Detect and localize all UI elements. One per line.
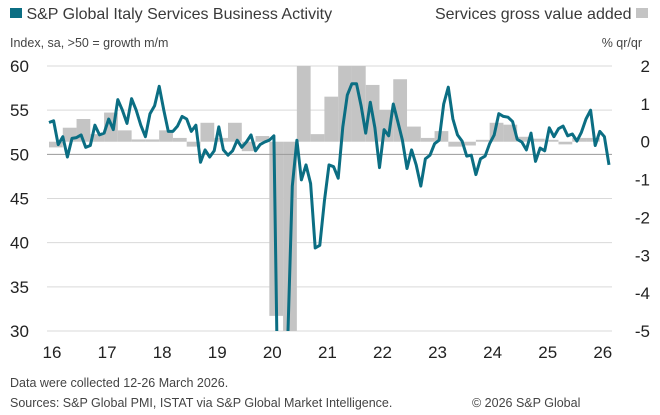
gva-bar — [351, 66, 366, 142]
gva-bar — [407, 126, 421, 142]
y-tick-right: -1 — [635, 171, 650, 190]
y-tick-left: 40 — [10, 234, 29, 253]
gva-bar — [558, 141, 573, 145]
gva-bar — [310, 134, 325, 142]
x-tick: 22 — [373, 343, 392, 362]
gva-bar — [462, 141, 476, 146]
gva-bar — [530, 138, 545, 142]
y-axis-right-label: % qr/qr — [601, 36, 642, 50]
y-tick-right: -5 — [635, 322, 650, 341]
gva-bar — [296, 66, 311, 142]
gva-bar — [324, 96, 339, 142]
gva-bar — [448, 141, 463, 147]
gva-bar — [228, 122, 242, 142]
y-tick-right: -4 — [635, 284, 650, 303]
y-tick-left: 50 — [10, 145, 29, 164]
y-tick-left: 55 — [10, 101, 29, 120]
gva-bar — [586, 137, 600, 142]
gva-bar — [90, 134, 105, 142]
x-tick: 26 — [593, 343, 612, 362]
gva-bar — [475, 139, 490, 142]
source-note: Sources: S&P Global PMI, ISTAT via S&P G… — [10, 396, 393, 410]
x-tick: 21 — [318, 343, 337, 362]
legend-bars-label: Services gross value added — [434, 6, 632, 23]
gva-bar — [517, 136, 531, 142]
y-tick-right: 2 — [641, 57, 650, 76]
y-tick-left: 35 — [10, 278, 29, 297]
copyright: © 2026 S&P Global — [472, 396, 581, 410]
y-tick-right: -3 — [635, 246, 650, 265]
x-tick: 23 — [428, 343, 447, 362]
y-tick-right: 1 — [641, 95, 650, 114]
y-tick-left: 30 — [10, 322, 29, 341]
pmi-line — [48, 82, 611, 332]
footnote: Data were collected 12-26 March 2026. — [10, 376, 229, 390]
y-tick-right: -2 — [635, 208, 650, 227]
x-tick: 19 — [208, 343, 227, 362]
y-tick-left: 45 — [10, 190, 29, 209]
x-tick: 17 — [98, 343, 117, 362]
gva-bar — [131, 139, 146, 142]
y-tick-right: 0 — [641, 133, 650, 152]
plot-area: 30 35 40 45 50 55 60 -5 -4 -3 -2 -1 0 1 2 16 17 18 19 20 21 2… — [10, 57, 650, 362]
legend-bars-swatch — [636, 8, 648, 18]
legend-line-label: S&P Global Italy Services Business Activ… — [26, 6, 333, 23]
legend-line: S&P Global Italy Services Business Activ… — [10, 6, 332, 24]
x-tick: 24 — [483, 343, 502, 362]
gva-bar — [200, 122, 215, 142]
y-axis-left-label: Index, sa, >50 = growth m/m — [10, 36, 169, 50]
legend-bars: Services gross value added — [435, 6, 648, 24]
x-tick: 18 — [153, 343, 172, 362]
gva-bar — [117, 130, 132, 142]
x-tick: 25 — [538, 343, 557, 362]
gva-bar — [393, 79, 408, 142]
gva-bar — [241, 141, 256, 152]
x-tick: 20 — [263, 343, 282, 362]
gva-bar — [420, 137, 435, 142]
legend-line-swatch — [10, 8, 22, 18]
x-tick: 16 — [43, 343, 62, 362]
gva-bar — [544, 139, 559, 142]
gva-bar — [255, 136, 270, 142]
gva-bar — [49, 141, 63, 148]
gva-bar — [145, 139, 160, 142]
y-tick-left: 60 — [10, 57, 29, 76]
gva-bar — [172, 137, 187, 142]
gva-bar — [434, 131, 449, 142]
gva-bar — [186, 141, 201, 147]
gva-bar — [159, 130, 173, 142]
